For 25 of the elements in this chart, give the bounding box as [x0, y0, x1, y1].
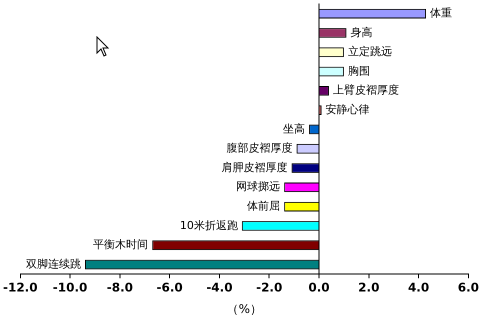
x-tick-label: -2.0 [256, 280, 282, 295]
x-tick-label: -10.0 [52, 280, 88, 295]
y-tick-label: 安静心律 [326, 103, 370, 116]
x-axis-title: （%） [226, 302, 262, 316]
x-tick-label: 4.0 [408, 280, 430, 295]
y-tick-label: 身高 [350, 26, 372, 39]
x-tick-label: 2.0 [358, 280, 380, 295]
y-tick-label: 上臂皮褶厚度 [332, 84, 399, 97]
y-tick-label: 坐高 [283, 122, 306, 136]
y-tick-label: 体重 [430, 6, 452, 20]
x-tick-label: -4.0 [206, 280, 233, 295]
y-tick-label: 体前屈 [247, 200, 280, 213]
x-tick-label: 6.0 [458, 280, 480, 295]
x-tick-label: -6.0 [156, 280, 183, 295]
y-tick-label: 网球掷远 [236, 180, 280, 194]
y-tick-label: 10米折返跑 [180, 218, 238, 232]
x-tick-label: -8.0 [106, 280, 133, 295]
x-tick-label: -12.0 [2, 280, 38, 295]
x-tick-label: 0.0 [308, 280, 330, 295]
y-tick-label: 平衡木时间 [93, 238, 148, 252]
y-tick-label: 肩胛皮褶厚度 [222, 160, 288, 174]
y-tick-label: 腹部皮褶厚度 [226, 142, 293, 155]
y-tick-label: 双脚连续跳 [26, 257, 82, 270]
y-tick-label: 立定跳远 [348, 45, 392, 58]
y-tick-label: 胸围 [348, 64, 370, 78]
